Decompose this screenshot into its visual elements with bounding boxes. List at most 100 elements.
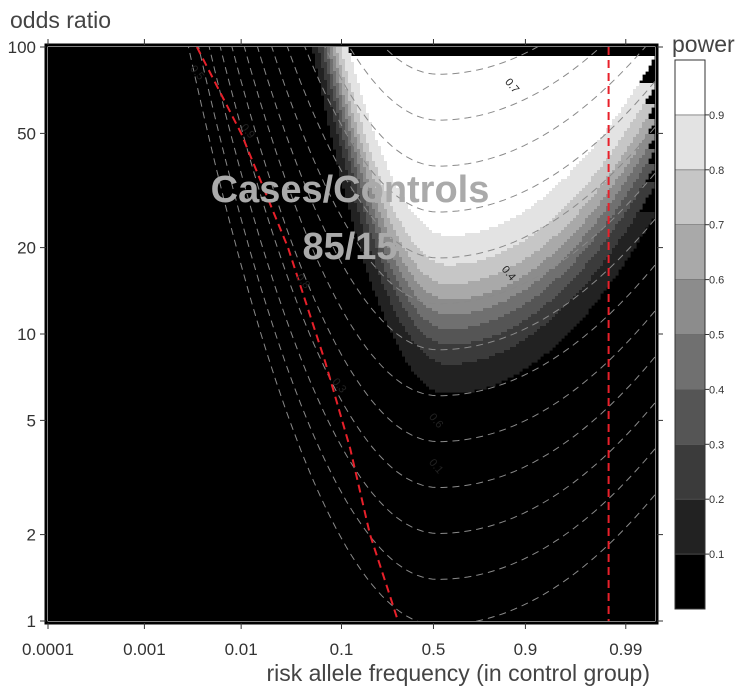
power-cell [618, 221, 634, 225]
power-cell [522, 320, 550, 324]
power-cell [549, 284, 568, 288]
power-cell [363, 203, 367, 207]
power-cell [342, 47, 349, 51]
power-cell [384, 251, 391, 255]
power-cell [480, 278, 520, 282]
power-cell [540, 326, 574, 330]
power-cell [363, 230, 370, 234]
power-cell [339, 170, 349, 174]
power-cell [420, 248, 508, 252]
power-cell [402, 302, 412, 306]
power-cell [360, 170, 367, 174]
power-cell [597, 251, 613, 255]
power-cell [327, 56, 331, 60]
power-cell [336, 92, 340, 96]
power-cell [366, 140, 379, 144]
power-cell [366, 104, 625, 108]
power-cell [612, 185, 622, 189]
power-cell [363, 158, 367, 162]
gridline [257, 47, 655, 351]
power-cell [381, 275, 388, 279]
power-cell [414, 371, 520, 375]
power-cell [357, 158, 364, 162]
power-cell [501, 251, 535, 255]
power-cell [360, 137, 367, 141]
power-cell [540, 248, 559, 252]
power-cell [321, 92, 328, 96]
power-cell [375, 260, 382, 264]
power-cell [321, 83, 328, 87]
power-cell [408, 203, 535, 207]
colorbar-segment [674, 443, 706, 500]
power-cell [639, 146, 649, 150]
power-cell [336, 77, 340, 81]
power-cell [351, 56, 655, 60]
power-cell [336, 110, 343, 114]
power-cell [594, 209, 607, 213]
power-cell [360, 194, 364, 198]
power-cell [315, 56, 322, 60]
power-cell [600, 137, 622, 141]
power-cell [327, 92, 334, 96]
power-cell [498, 224, 547, 228]
power-cell [330, 128, 337, 132]
power-cell [354, 119, 361, 123]
power-cell [336, 122, 340, 126]
power-cell [546, 272, 565, 276]
power-cell [588, 200, 601, 204]
power-cell [411, 338, 433, 342]
power-cell [540, 293, 559, 297]
power-cell [594, 236, 610, 240]
power-cell [387, 212, 397, 216]
power-cell [624, 167, 634, 171]
power-cell [372, 191, 379, 195]
power-cell [417, 266, 511, 270]
power-cell [558, 212, 580, 216]
gridline [324, 47, 646, 167]
power-cell [336, 158, 346, 162]
power-cell [405, 200, 538, 204]
power-cell [423, 302, 499, 306]
power-cell [342, 131, 346, 135]
power-cell [375, 290, 388, 294]
power-cell [366, 185, 370, 189]
power-cell [354, 194, 361, 198]
power-cell [606, 176, 619, 180]
power-cell [381, 305, 394, 309]
power-cell [582, 287, 607, 291]
power-cell [615, 167, 625, 171]
power-cell [348, 152, 352, 156]
power-cell [438, 296, 472, 300]
colorbar-segment [674, 334, 706, 390]
power-cell [378, 248, 385, 252]
power-cell [378, 296, 391, 300]
power-cell [378, 167, 388, 171]
power-cell [357, 125, 364, 129]
power-cell [327, 47, 331, 51]
power-cell [360, 215, 367, 219]
power-cell [570, 299, 598, 303]
power-cell [336, 56, 340, 60]
power-cell [315, 65, 322, 69]
power-cell [426, 335, 493, 339]
red-dashed-line [196, 47, 399, 621]
power-cell [363, 143, 370, 147]
power-cell [393, 284, 400, 288]
power-cell [369, 149, 382, 153]
power-cell [645, 137, 655, 141]
power-cell [333, 80, 337, 84]
power-cell [576, 293, 601, 297]
power-cell [636, 149, 646, 153]
power-cell [357, 104, 367, 108]
power-cell [396, 314, 409, 318]
power-cell [345, 131, 352, 135]
power-cell [603, 260, 625, 264]
power-cell [630, 95, 649, 99]
power-cell [399, 266, 409, 270]
power-cell [627, 230, 646, 234]
power-cell [615, 182, 625, 186]
y-axis-title: odds ratio [10, 7, 111, 33]
x-tick-label: 0.5 [422, 640, 446, 659]
power-cell [366, 182, 370, 186]
power-cell [642, 107, 652, 111]
